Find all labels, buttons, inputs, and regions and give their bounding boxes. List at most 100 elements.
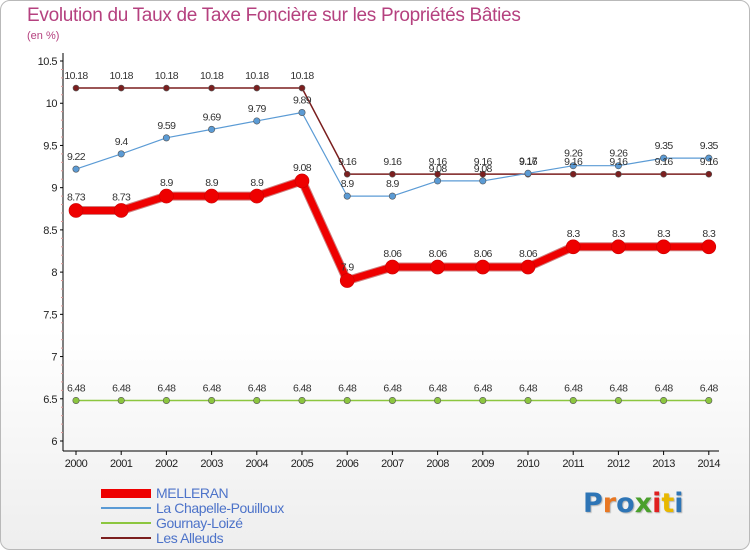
data-point-melleran <box>430 259 445 275</box>
data-label-les-alleuds: 10.18 <box>290 70 314 82</box>
data-label-la-chapelle-pouilloux: 9.89 <box>293 95 312 107</box>
data-label-les-alleuds: 10.18 <box>64 70 88 82</box>
data-point-melleran <box>113 203 129 218</box>
data-label-la-chapelle-pouilloux: 9.08 <box>474 163 493 175</box>
y-tick-label: 10 <box>46 98 58 110</box>
data-label-les-alleuds: 9.16 <box>609 156 628 168</box>
data-point-la-chapelle-pouilloux <box>434 177 442 185</box>
data-label-la-chapelle-pouilloux: 8.9 <box>341 178 355 190</box>
data-label-gournay-loize: 6.48 <box>519 382 538 394</box>
legend-label-gournay-loize: Gournay-Loizé <box>156 515 243 531</box>
data-label-les-alleuds: 9.16 <box>383 156 402 168</box>
data-point-gournay-loize <box>343 396 351 404</box>
legend-item-les-alleuds: Les Alleuds <box>101 530 224 546</box>
y-tick-label: 8 <box>51 267 57 279</box>
data-point-la-chapelle-pouilloux <box>162 134 170 142</box>
data-label-melleran: 8.73 <box>67 191 86 203</box>
data-label-les-alleuds: 10.18 <box>245 70 269 82</box>
data-label-melleran: 9.08 <box>293 162 312 174</box>
data-point-la-chapelle-pouilloux <box>524 169 532 177</box>
data-point-melleran <box>701 239 717 255</box>
y-tick-label: 7 <box>51 352 57 364</box>
data-point-les-alleuds <box>117 84 125 92</box>
data-point-gournay-loize <box>705 396 713 404</box>
x-tick-label: 2012 <box>607 458 630 470</box>
data-point-les-alleuds <box>389 170 396 178</box>
data-label-les-alleuds: 10.18 <box>200 70 224 82</box>
data-label-melleran: 8.06 <box>429 248 448 260</box>
data-label-gournay-loize: 6.48 <box>700 382 719 394</box>
data-label-gournay-loize: 6.48 <box>338 382 357 394</box>
y-tick-label: 8.5 <box>43 225 57 237</box>
data-label-melleran: 8.73 <box>112 191 131 203</box>
legend-swatch-les-alleuds <box>101 537 151 539</box>
x-tick-label: 2007 <box>381 458 404 470</box>
data-point-les-alleuds <box>343 170 351 178</box>
proxiti-logo: Proxiti <box>583 488 684 519</box>
data-label-gournay-loize: 6.48 <box>655 382 674 394</box>
data-point-melleran <box>565 239 581 255</box>
data-point-la-chapelle-pouilloux <box>117 150 125 158</box>
data-point-melleran <box>656 239 671 255</box>
data-label-la-chapelle-pouilloux: 9.35 <box>655 140 674 152</box>
legend-item-la-chapelle-pouilloux: La Chapelle-Pouilloux <box>101 500 284 516</box>
data-point-les-alleuds <box>298 84 306 92</box>
data-point-melleran <box>475 259 491 275</box>
data-label-melleran: 8.06 <box>383 248 402 260</box>
x-tick-label: 2014 <box>698 458 721 470</box>
data-label-la-chapelle-pouilloux: 9.26 <box>564 148 583 160</box>
data-point-les-alleuds <box>615 170 622 178</box>
data-label-la-chapelle-pouilloux: 9.69 <box>203 111 222 123</box>
data-point-gournay-loize <box>72 396 80 404</box>
x-tick-label: 2005 <box>291 458 314 470</box>
data-point-gournay-loize <box>524 396 532 404</box>
data-label-la-chapelle-pouilloux: 9.59 <box>157 120 176 132</box>
legend-label-les-alleuds: Les Alleuds <box>156 530 224 546</box>
data-point-gournay-loize <box>660 396 668 404</box>
y-tick-label: 9.5 <box>43 140 57 152</box>
data-label-melleran: 8.06 <box>519 248 538 260</box>
x-tick-label: 2011 <box>562 458 584 470</box>
data-label-les-alleuds: 9.16 <box>338 156 357 168</box>
data-label-les-alleuds: 9.16 <box>655 156 674 168</box>
y-tick-label: 6.5 <box>43 394 57 406</box>
data-point-la-chapelle-pouilloux <box>253 117 261 125</box>
data-point-gournay-loize <box>298 396 306 404</box>
data-label-melleran: 7.9 <box>341 262 355 274</box>
data-label-melleran: 8.9 <box>205 177 219 189</box>
data-label-gournay-loize: 6.48 <box>293 382 312 394</box>
data-point-les-alleuds <box>660 170 667 178</box>
data-label-gournay-loize: 6.48 <box>157 382 176 394</box>
data-label-la-chapelle-pouilloux: 9.26 <box>609 148 628 160</box>
data-point-la-chapelle-pouilloux <box>614 162 622 170</box>
data-point-melleran <box>385 259 400 275</box>
data-point-la-chapelle-pouilloux <box>705 154 713 162</box>
data-label-gournay-loize: 6.48 <box>609 382 628 394</box>
y-tick-label: 10.5 <box>38 56 58 68</box>
data-label-melleran: 8.9 <box>250 177 264 189</box>
data-label-les-alleuds: 10.18 <box>110 70 134 82</box>
legend-label-la-chapelle-pouilloux: La Chapelle-Pouilloux <box>156 500 284 516</box>
data-point-la-chapelle-pouilloux <box>343 192 351 200</box>
data-label-la-chapelle-pouilloux: 9.22 <box>67 151 86 163</box>
y-tick-label: 9 <box>51 183 57 195</box>
data-point-gournay-loize <box>569 396 577 404</box>
data-label-gournay-loize: 6.48 <box>67 382 86 394</box>
data-point-gournay-loize <box>253 396 261 404</box>
data-point-les-alleuds <box>72 84 80 92</box>
data-point-les-alleuds <box>705 170 713 178</box>
data-point-melleran <box>249 188 265 204</box>
data-point-les-alleuds <box>479 170 487 178</box>
x-tick-label: 2002 <box>155 458 178 470</box>
legend-label-melleran: MELLERAN <box>156 485 229 501</box>
data-label-les-alleuds: 9.16 <box>474 156 493 168</box>
data-label-melleran: 8.06 <box>474 248 493 260</box>
data-point-les-alleuds <box>253 84 261 92</box>
data-point-melleran <box>520 259 536 275</box>
data-point-la-chapelle-pouilloux <box>388 192 396 200</box>
y-tick-label: 7.5 <box>43 309 57 321</box>
x-tick-label: 2001 <box>110 458 133 470</box>
data-label-la-chapelle-pouilloux: 9.35 <box>700 140 719 152</box>
data-label-gournay-loize: 6.48 <box>429 382 448 394</box>
